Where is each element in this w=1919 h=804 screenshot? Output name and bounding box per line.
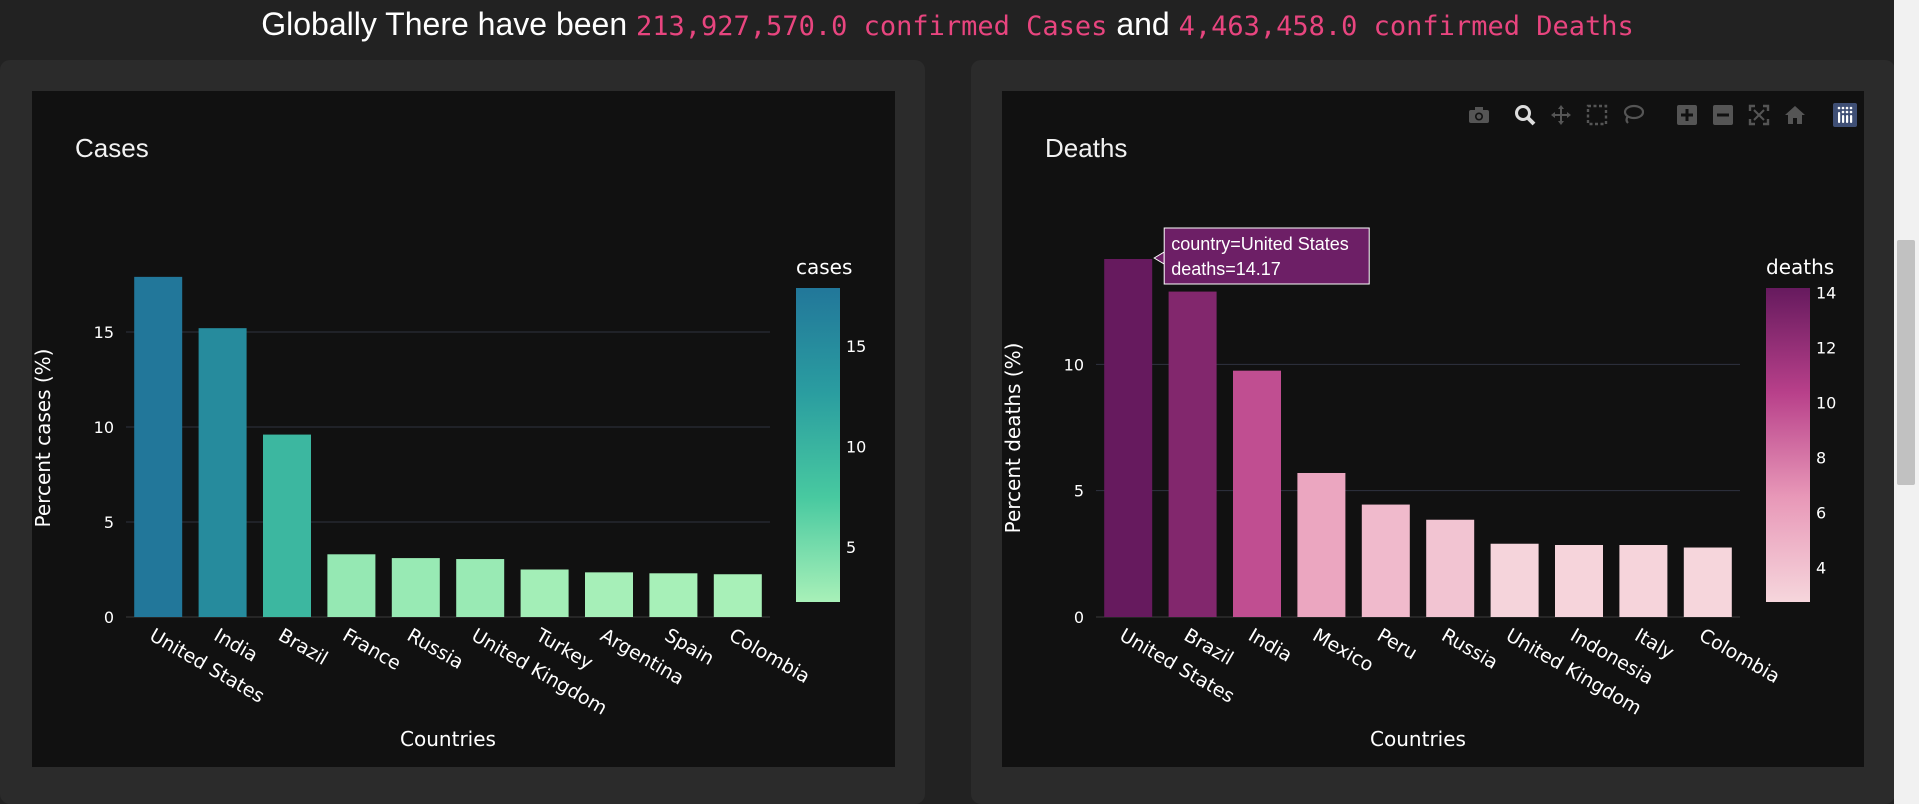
colorbar-tick-label: 8 — [1816, 449, 1826, 468]
colorbar-tick-label: 4 — [1816, 559, 1826, 578]
colorbar — [796, 288, 840, 602]
x-tick-label: Brazil — [275, 624, 332, 670]
x-tick-label: Peru — [1373, 624, 1421, 664]
plotly-logo-icon[interactable] — [1832, 102, 1858, 128]
zoom-in-icon[interactable] — [1674, 102, 1700, 128]
bar — [1619, 544, 1668, 617]
colorbar-title: deaths — [1766, 255, 1834, 279]
global-summary-headline: Globally There have been 213,927,570.0 c… — [0, 6, 1895, 43]
bar — [1683, 547, 1732, 617]
y-tick-label: 0 — [1074, 608, 1084, 627]
colorbar-tick-label: 14 — [1816, 284, 1836, 303]
colorbar-tick-label: 15 — [846, 337, 866, 356]
lasso-select-icon[interactable] — [1620, 102, 1646, 128]
bar — [1361, 504, 1410, 617]
colorbar-tick-label: 5 — [846, 538, 856, 557]
pan-icon[interactable] — [1548, 102, 1574, 128]
hover-tooltip: country=United States deaths=14.17 — [1153, 227, 1370, 285]
x-tick-label: India — [1245, 624, 1296, 666]
x-tick-label: Russia — [403, 624, 467, 674]
cases-plot-area: Cases 0 5 10 15 Percent cases (%) United State… — [32, 91, 895, 767]
confirmed-deaths-count: 4,463,458.0 confirmed Deaths — [1178, 11, 1634, 42]
bar — [134, 276, 183, 617]
bar — [1233, 370, 1281, 617]
colorbar-title: cases — [796, 255, 852, 279]
y-axis-title: Percent cases (%) — [32, 349, 55, 528]
bar — [1426, 519, 1475, 617]
plot-modebar — [1466, 102, 1860, 128]
y-tick-label: 5 — [104, 513, 114, 532]
y-tick-label: 15 — [94, 323, 114, 342]
bar — [263, 434, 311, 617]
tooltip-box — [1163, 227, 1370, 285]
deaths-plot-area: Deaths 0 5 10 Percent deaths (%) United State… — [1002, 91, 1864, 767]
box-select-icon[interactable] — [1584, 102, 1610, 128]
page-scrollbar[interactable] — [1894, 0, 1919, 804]
x-tick-label: France — [339, 624, 405, 675]
scrollbar-thumb[interactable] — [1897, 240, 1915, 485]
bar — [1104, 259, 1153, 617]
y-tick-label: 0 — [104, 608, 114, 627]
bar — [391, 558, 440, 617]
x-axis-title: Countries — [400, 727, 496, 751]
autoscale-icon[interactable] — [1746, 102, 1772, 128]
headline-prefix: Globally There have been — [261, 6, 637, 42]
y-tick-label: 10 — [1064, 355, 1084, 374]
bar — [1168, 291, 1217, 617]
tooltip-country: country=United States — [1171, 234, 1349, 254]
x-tick-label: Italy — [1631, 624, 1678, 664]
x-tick-label: Russia — [1438, 624, 1502, 674]
bar — [456, 559, 505, 617]
colorbar-tick-label: 10 — [1816, 394, 1836, 413]
y-tick-label: 5 — [1074, 482, 1084, 501]
y-axis-title: Percent deaths (%) — [1002, 343, 1025, 534]
colorbar-tick-label: 6 — [1816, 504, 1826, 523]
chart-title: Deaths — [1045, 133, 1127, 163]
tooltip-pointer — [1153, 251, 1165, 265]
bar — [649, 573, 698, 617]
bar — [1555, 544, 1603, 617]
x-tick-label: Colombia — [725, 624, 813, 688]
x-tick-label: Colombia — [1695, 624, 1783, 688]
reset-axes-icon[interactable] — [1782, 102, 1808, 128]
bar — [585, 572, 633, 617]
bar — [520, 569, 569, 617]
camera-icon[interactable] — [1466, 102, 1492, 128]
confirmed-cases-count: 213,927,570.0 confirmed Cases — [636, 11, 1108, 42]
colorbar-tick-label: 10 — [846, 438, 866, 457]
x-axis-title: Countries — [1370, 727, 1466, 751]
colorbar-tick-label: 12 — [1816, 339, 1836, 358]
zoom-icon[interactable] — [1512, 102, 1538, 128]
zoom-out-icon[interactable] — [1710, 102, 1736, 128]
y-tick-label: 10 — [94, 418, 114, 437]
bar — [198, 328, 247, 617]
chart-title: Cases — [75, 133, 149, 163]
bar — [713, 574, 762, 617]
tooltip-value: deaths=14.17 — [1171, 259, 1281, 279]
x-tick-label: Mexico — [1309, 624, 1377, 676]
headline-conjunction: and — [1107, 6, 1179, 42]
bar — [1490, 543, 1539, 617]
bar — [1297, 472, 1346, 617]
bar — [327, 554, 376, 617]
colorbar — [1766, 288, 1810, 602]
